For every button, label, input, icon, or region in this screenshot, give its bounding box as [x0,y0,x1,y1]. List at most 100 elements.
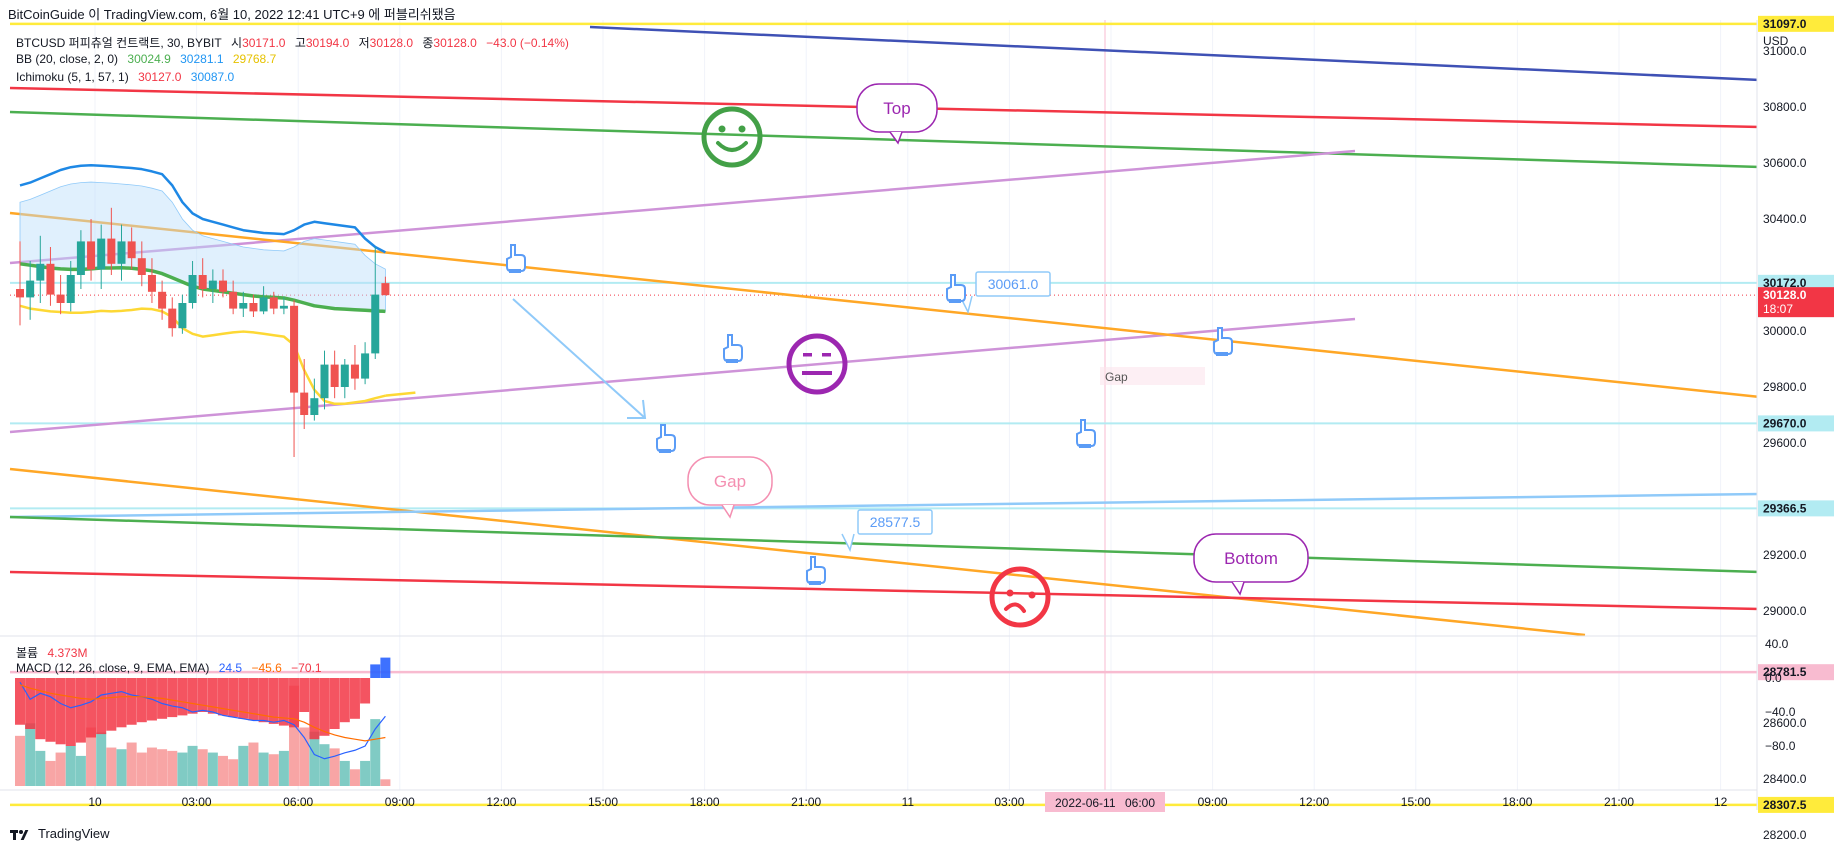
bottom-callout-text: Bottom [1224,549,1278,568]
candle-body [239,303,248,309]
price-label-bg [1758,664,1834,681]
macd-hist-bar [45,678,56,742]
volume-bar [106,747,117,786]
price-label: 30128.0 [1763,288,1807,302]
smiley-sad-icon [989,566,1051,628]
legend-volume-label: 볼륨 [16,646,39,660]
bottom-callout: Bottom [1193,533,1309,596]
macd-hist-bar [106,678,117,731]
legend-bb-lower: 29768.7 [232,52,277,66]
macd-hist-bar [55,678,66,745]
macd-hist-bar [278,678,289,726]
legend-symbol: BTCUSD 퍼피츄얼 컨트랙트, 30, BYBIT [16,36,222,50]
macd-hist-bar [136,678,147,723]
volume-bar [25,723,36,786]
drawings: Top Gap Bottom 30061.0 28577.5 Gap [506,83,1309,628]
footer-brand: TradingView [38,826,110,841]
candle-body [361,353,370,379]
x-tick-label: 06:00 [283,795,313,809]
volume-bar [228,759,239,786]
currency-label: USD [1763,34,1789,48]
legend-macd-label: MACD (12, 26, close, 9, EMA, EMA) [16,661,210,675]
candle-body [198,275,207,289]
y-tick-label: 28200.0 [1763,828,1807,842]
hand-pointer-icon [946,274,966,303]
volume-bar [360,760,371,786]
bb-lower-line [19,304,386,406]
hand-pointer-icon [723,334,743,363]
legend-macd-v1: 24.5 [218,661,243,675]
gap-box [1100,367,1205,385]
legend-macd-v3: −70.1 [291,661,322,675]
volume-bar [136,752,147,786]
price-label-bg [1758,287,1834,318]
smiley-happy-icon [701,106,763,168]
bb-lower-projection [385,391,416,397]
candle-body [147,275,156,292]
publish-header: BitCoinGuide 이 TradingView.com, 6월 10, 2… [8,7,456,22]
volume-bar [96,732,107,786]
candle-body [371,294,380,354]
price-label-bg [1758,500,1834,517]
smiley-neutral-icon [786,333,848,395]
volume-bar [207,752,218,786]
price-30061-callout: 30061.0 [959,271,1051,315]
footer[interactable]: TradingView [10,826,110,841]
candle-body [66,275,75,303]
candle-body [26,280,35,298]
macd-hist-bar [25,678,36,729]
macd-volume-pane [0,635,1757,786]
projection-arrow-line [512,298,646,419]
price-label: 29366.5 [1763,501,1807,515]
x-tick-label: 10 [88,795,102,809]
volume-bar [65,745,76,786]
volume-bar [218,755,228,786]
candle-body [137,258,146,275]
volume-bar [126,742,137,786]
price-axis-bg [1757,20,1834,810]
candle-body [320,364,329,399]
candlestick-series [16,207,390,457]
candle-body [97,238,106,270]
y-tick-label: 28400.0 [1763,772,1807,786]
macd-hist-bar [228,678,239,718]
x-tick-label: 11 [902,795,915,809]
volume-bar [268,754,279,786]
candle-body [36,263,45,281]
volume-bar [299,727,310,786]
legend-change: −43.0 (−0.14%) [486,36,569,50]
crosshair-date-bg [1045,792,1165,812]
volume-bar [380,779,391,786]
trendline-orange-upper [9,211,1761,399]
x-tick-label: 12:00 [1299,795,1329,809]
macd-hist-bar [207,678,218,714]
candle-body [259,297,268,312]
volume-bar [75,755,86,786]
trendline-purple-lower [9,317,1356,434]
volume-bar [349,769,360,786]
hand-pointer-icon [1213,327,1233,356]
y-tick-label: 30400.0 [1763,212,1807,226]
legend-ichimoku-v1: 30127.0 [138,70,182,84]
price-label: 29670.0 [1763,416,1807,430]
macd-hist-bar [167,678,178,718]
volume-bar [177,752,188,786]
volume-bar [15,735,25,786]
candle-body [56,294,65,303]
macd-tick-label: −80.0 [1765,739,1796,753]
macd-tick-label: −40.0 [1765,705,1796,719]
hand-pointer-icon [506,244,526,273]
volume-bar [167,750,178,786]
candle-body [350,364,359,379]
legend-ichimoku-row: Ichimoku (5, 1, 57, 1) 30127.0 30087.0 [16,70,240,84]
macd-hist-bar [86,678,97,738]
candle-body [16,289,24,298]
price-label-time: 18:07 [1763,302,1793,316]
candle-body [158,291,167,309]
volume-bar [86,727,97,786]
macd-hist-bar [268,678,279,724]
price-label: 28781.5 [1763,665,1807,679]
trendline-orange-lower [9,467,1586,637]
projection-arrow-head [627,399,647,419]
